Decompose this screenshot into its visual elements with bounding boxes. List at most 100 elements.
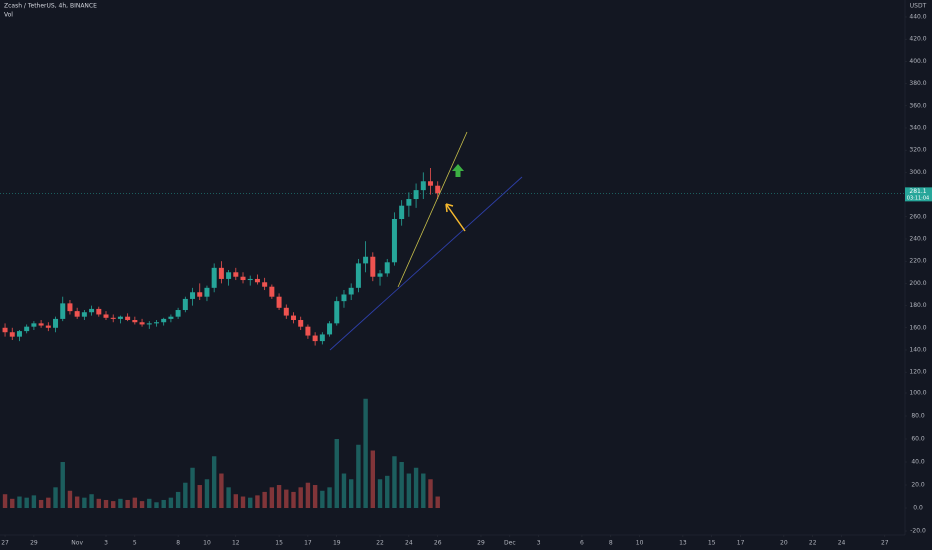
x-tick-label: 22 [809,540,817,547]
candle-body [435,185,441,194]
volume-bar [197,485,202,509]
x-tick-label: 24 [405,540,413,547]
volume-bar [204,479,210,509]
candle-body [153,322,159,324]
volume-bar [125,499,130,509]
candle-body [110,317,116,319]
candle-body [348,287,354,295]
y-tick-label: 260.0 [909,213,926,220]
candle-body [89,308,95,313]
volume-bar [67,490,73,509]
candle-body [211,267,217,288]
x-tick-label: 5 [133,540,137,547]
candle-body [391,219,397,263]
candle-body [204,287,210,297]
y-tick-label: 440.0 [909,13,926,20]
x-tick-label: 8 [176,540,180,547]
candle-body [428,181,434,186]
candle-body [67,303,73,312]
candle-body [31,323,37,327]
candle-body [190,292,196,299]
volume-bar [255,495,260,509]
y-tick-label: 420.0 [909,36,926,43]
y-tick-label: 180.0 [909,302,926,309]
volume-bar [370,450,376,509]
volume-bar [421,473,426,509]
last-price-box [905,187,932,202]
x-tick-label: 10 [203,540,211,547]
volume-bar [24,497,29,509]
candle-body [233,272,239,277]
candle-body [262,282,268,287]
volume-bar [392,456,397,509]
marks: 120.0140.0160.0180.0200.0220.0240.0260.0… [0,13,932,547]
volume-bar [111,501,116,509]
candle-body [74,311,80,317]
volume-bar [276,485,282,509]
candle-body [377,273,383,277]
y2-tick-label: 20.0 [911,482,925,489]
y-tick-label: 380.0 [909,80,926,87]
x-tick-label: 20 [780,540,788,547]
y2-tick-label: 60.0 [911,436,925,443]
volume-bar [17,496,22,509]
candle-body [283,307,289,316]
volume-bar [103,499,109,509]
volume-bar [31,495,37,509]
volume-bar [413,467,419,509]
x-tick-label: Dec [504,540,516,547]
x-tick-label: 3 [537,540,541,547]
x-tick-label: 15 [708,540,716,547]
candle-body [413,190,419,200]
y-tick-label: 340.0 [909,124,926,131]
y-tick-label: 320.0 [909,147,926,154]
x-tick-label: 6 [580,540,584,547]
volume-bar [219,473,224,509]
x-tick-label: 27 [881,540,889,547]
x-tick-label: 24 [838,540,846,547]
candle-body [290,315,296,321]
candle-body [53,318,59,328]
volume-bar [190,467,195,509]
x-tick-label: 17 [737,540,745,547]
candle-body [168,316,174,319]
candle-body [146,323,152,325]
volume-label: Vol [4,12,13,19]
candle-body [406,199,412,206]
volume-bar [240,496,246,509]
y-tick-label: 220.0 [909,258,926,265]
candle-body [38,323,44,326]
volume-bar [262,491,267,509]
x-tick-label: 29 [477,540,485,547]
y-tick-label: 240.0 [909,235,926,242]
candle-body [96,308,102,315]
candle-body [182,298,188,311]
volume-bar [406,473,412,509]
volume-bar [269,487,275,509]
volume-bar [211,456,217,509]
candle-body [370,256,376,277]
trend-line [397,131,468,288]
volume-bar [147,498,152,509]
x-tick-label: 13 [679,540,687,547]
candle-body [305,326,311,336]
y-tick-label: 120.0 [909,369,926,376]
candle-body [117,316,123,319]
volume-bar [385,475,390,509]
candle-body [384,262,390,274]
y2-tick-label: -20.0 [910,528,926,535]
x-tick-label: 12 [232,540,240,547]
last-price-label: 281.1 [909,188,926,195]
y2-tick-label: 40.0 [911,459,925,466]
candle-body [254,278,260,283]
candle-body [218,267,224,279]
up-arrow [452,164,464,177]
arrow [445,203,466,232]
candle-body [197,292,203,297]
volume-bar [377,479,383,509]
volume-bar [161,499,166,509]
y2-tick-label: 80.0 [911,413,925,420]
currency-label: USDT [910,3,927,10]
x-tick-label: 22 [376,540,384,547]
